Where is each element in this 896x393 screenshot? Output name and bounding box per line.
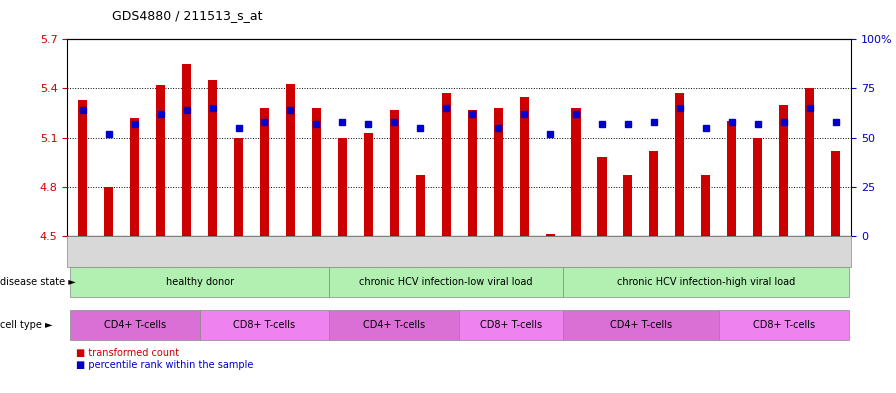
Text: disease state ►: disease state ► bbox=[0, 277, 76, 287]
Text: CD4+ T-cells: CD4+ T-cells bbox=[610, 320, 672, 330]
Bar bbox=[312, 108, 321, 236]
Bar bbox=[572, 108, 581, 236]
Bar bbox=[780, 105, 788, 236]
Text: CD4+ T-cells: CD4+ T-cells bbox=[104, 320, 166, 330]
Text: healthy donor: healthy donor bbox=[166, 277, 234, 287]
Bar bbox=[260, 108, 269, 236]
Bar bbox=[494, 108, 503, 236]
Bar bbox=[156, 85, 165, 236]
Bar bbox=[338, 138, 347, 236]
Bar bbox=[130, 118, 139, 236]
Bar bbox=[416, 175, 425, 236]
Bar bbox=[702, 175, 711, 236]
Bar bbox=[754, 138, 762, 236]
Bar bbox=[676, 93, 685, 236]
Text: CD4+ T-cells: CD4+ T-cells bbox=[363, 320, 426, 330]
Text: ■ transformed count: ■ transformed count bbox=[76, 348, 179, 358]
Bar bbox=[182, 64, 191, 236]
Bar bbox=[728, 121, 737, 236]
Text: chronic HCV infection-high viral load: chronic HCV infection-high viral load bbox=[616, 277, 795, 287]
Text: GDS4880 / 211513_s_at: GDS4880 / 211513_s_at bbox=[112, 9, 263, 22]
Text: CD8+ T-cells: CD8+ T-cells bbox=[753, 320, 814, 330]
Bar bbox=[806, 88, 814, 236]
Bar bbox=[468, 110, 477, 236]
Text: CD8+ T-cells: CD8+ T-cells bbox=[234, 320, 296, 330]
Bar bbox=[831, 151, 840, 236]
Text: ■ percentile rank within the sample: ■ percentile rank within the sample bbox=[76, 360, 254, 369]
Bar bbox=[598, 157, 607, 236]
Bar bbox=[234, 138, 243, 236]
Bar bbox=[546, 234, 555, 236]
Bar bbox=[78, 100, 87, 236]
Bar bbox=[624, 175, 633, 236]
Bar bbox=[208, 80, 217, 236]
Bar bbox=[650, 151, 659, 236]
Bar bbox=[286, 83, 295, 236]
Text: cell type ►: cell type ► bbox=[0, 320, 53, 330]
Text: CD8+ T-cells: CD8+ T-cells bbox=[480, 320, 542, 330]
Text: chronic HCV infection-low viral load: chronic HCV infection-low viral load bbox=[359, 277, 533, 287]
Bar bbox=[104, 187, 113, 236]
Bar bbox=[520, 97, 529, 236]
Bar bbox=[364, 132, 373, 236]
Bar bbox=[442, 93, 451, 236]
Bar bbox=[390, 110, 399, 236]
